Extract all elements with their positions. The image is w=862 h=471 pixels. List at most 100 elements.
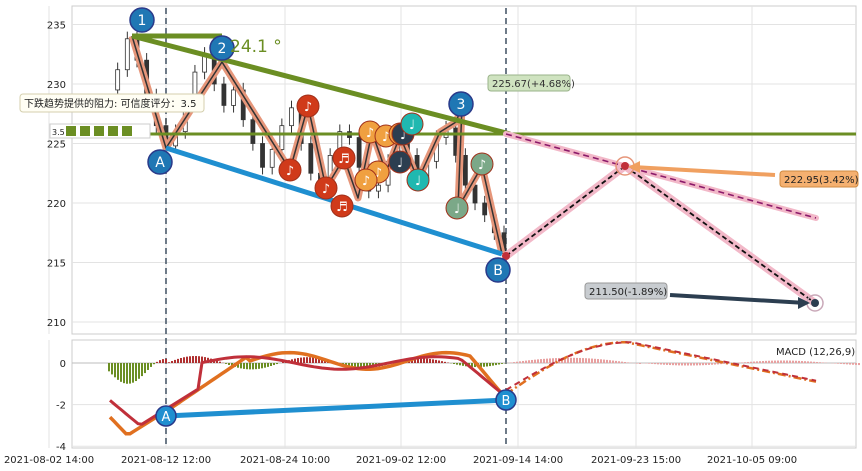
music-note-glyph: ♩ (454, 202, 460, 217)
macd-bar (714, 363, 716, 365)
macd-bar (267, 363, 269, 367)
music-note-glyph: ♪ (374, 166, 382, 181)
resistance-tooltip: 下跌趋势提供的阻力: 可信度评分：3.5 (19, 93, 205, 113)
resistance-tooltip-text: 下跌趋势提供的阻力: 可信度评分：3.5 (24, 97, 196, 110)
macd-bar (708, 363, 710, 365)
wave-point-3 (448, 91, 474, 117)
arrow-lower (669, 293, 807, 305)
wave-point-label: A (155, 155, 165, 171)
macd-bar (753, 361, 755, 363)
macd-bar (264, 363, 266, 368)
macd-bar (684, 363, 686, 366)
music-note-glyph: ♩ (415, 174, 421, 189)
macd-bar (120, 363, 122, 382)
macd-bar (303, 357, 305, 363)
macd-y-tick-label: -4 (56, 442, 66, 453)
macd-bar (603, 359, 605, 363)
macd-bar (348, 363, 350, 367)
macd-bar (453, 363, 455, 365)
music-note-icon (445, 196, 469, 220)
macd-bar (780, 360, 782, 363)
price-y-tick-label: 235 (47, 21, 66, 32)
macd-bar (216, 360, 218, 363)
macd-bar (240, 363, 242, 369)
macd-bar (702, 363, 704, 366)
macd-bar (744, 362, 746, 363)
wave-point-label: 3 (457, 97, 466, 113)
music-note-glyph: ♪ (322, 182, 330, 197)
macd-bar (498, 363, 500, 365)
macd-bar (150, 363, 152, 367)
macd-bar (237, 363, 239, 368)
macd-bar (312, 357, 314, 363)
macd-bar (168, 362, 170, 363)
forecast-black-1 (505, 165, 626, 257)
macd-bar (711, 363, 713, 365)
macd-bar (249, 363, 251, 370)
macd-bar (108, 363, 110, 372)
macd-bar (480, 363, 482, 367)
macd-bar (261, 363, 263, 369)
macd-bar (189, 356, 191, 363)
x-tick-label: 2021-09-23 15:00 (591, 455, 681, 466)
svg-text:A: A (162, 410, 171, 425)
macd-bar (435, 359, 437, 363)
macd-bar (723, 363, 725, 364)
wave-point-A (147, 149, 173, 175)
music-note-glyph: ♪ (362, 174, 370, 189)
macd-bar (156, 361, 158, 363)
macd-bar (756, 361, 758, 363)
macd-bar (852, 363, 854, 365)
macd-forecast-dif (505, 340, 817, 396)
macd-bar (474, 363, 476, 368)
macd-bar (690, 363, 692, 366)
macd-bar (228, 363, 230, 365)
music-note-icon (330, 194, 354, 218)
macd-bar (345, 363, 347, 366)
music-note-glyph: ♩ (397, 156, 403, 171)
macd-bar (534, 359, 536, 363)
candle-body (356, 137, 362, 168)
candle-body (124, 38, 130, 71)
macd-bar (801, 361, 803, 363)
macd-bar (750, 361, 752, 363)
macd-bar (495, 363, 497, 366)
macd-forecast-dea (505, 341, 817, 391)
macd-bar (282, 362, 284, 363)
macd-bar (675, 363, 677, 366)
macd-bar (171, 361, 173, 363)
macd-y-ticks: 0 -2 -4 (56, 359, 66, 453)
macd-bar (192, 356, 194, 363)
music-note-glyph: ♩ (400, 128, 406, 143)
macd-bar (792, 360, 794, 363)
macd-bar (423, 358, 425, 363)
macd-bar (357, 363, 359, 368)
resistance-trend-line (131, 33, 511, 137)
macd-bar (318, 358, 320, 363)
macd-bar (654, 363, 656, 365)
annotation-222: 222.95(3.42%) (779, 170, 859, 188)
macd-support-line (165, 397, 507, 419)
wave-point-label: 2 (218, 41, 227, 57)
macd-bar (531, 359, 533, 363)
macd-bar (837, 363, 839, 364)
music-note-glyph: ♪ (382, 130, 390, 145)
macd-bar (573, 357, 575, 363)
music-note-icon (406, 168, 430, 192)
macd-bar (297, 358, 299, 363)
macd-bar (666, 363, 668, 365)
macd-bar (789, 360, 791, 363)
music-note-icon (400, 112, 424, 136)
macd-bar (456, 363, 458, 365)
music-note-glyph: ♬ (336, 200, 348, 215)
macd-bar (621, 361, 623, 363)
macd-bar (180, 357, 182, 363)
price-y-ticks: 210 215 220 225 230 235 (47, 21, 66, 330)
macd-bar (699, 363, 701, 366)
wave-point-label: B (493, 263, 503, 279)
music-note-icon (470, 152, 494, 176)
wave-points: 1 2 3 A B (129, 7, 511, 283)
x-tick-label: 2021-10-05 09:00 (707, 455, 797, 466)
macd-bar (759, 361, 761, 363)
price-y-tick-label: 230 (47, 80, 66, 91)
